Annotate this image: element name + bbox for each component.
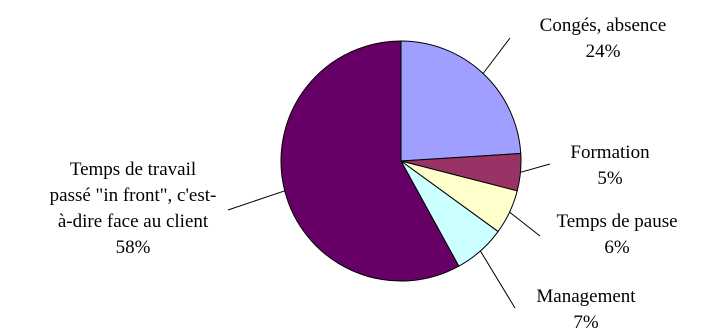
- leader-line-management: [479, 250, 516, 309]
- slice-label-formation: Formation 5%: [570, 142, 650, 189]
- slice-label-line: 7%: [573, 312, 599, 331]
- slice-label-line: 58%: [116, 237, 151, 258]
- slice-label-line: 5%: [597, 168, 623, 189]
- slice-labels: Congés, absence 24% Formation 5% Temps de pa…: [50, 15, 678, 331]
- slice-label-line: Temps de pause: [556, 211, 677, 232]
- leader-lines: [227, 37, 551, 309]
- slice-label-travail: Temps de travail passé "in front", c'est-…: [50, 159, 217, 258]
- leader-line-travail: [227, 190, 285, 211]
- leader-line-formation: [520, 163, 551, 173]
- pie-slices: [280, 40, 522, 282]
- slice-label-line: Temps de travail: [70, 159, 196, 180]
- slice-label-management: Management 7%: [536, 286, 636, 331]
- slice-label-line: à-dire face au client: [58, 211, 209, 232]
- slice-label-conges: Congés, absence 24%: [540, 15, 667, 62]
- leader-line-conges: [482, 37, 511, 74]
- pie-slice-conges: [400, 40, 522, 162]
- slice-label-line: Formation: [570, 142, 650, 163]
- slice-label-pause: Temps de pause 6%: [556, 211, 677, 258]
- leader-line-pause: [509, 211, 541, 237]
- slice-label-line: passé "in front", c'est-: [50, 185, 217, 206]
- slice-label-line: 24%: [586, 41, 621, 62]
- slice-label-line: Management: [536, 286, 636, 307]
- slice-label-line: Congés, absence: [540, 15, 667, 36]
- slice-label-line: 6%: [604, 237, 630, 258]
